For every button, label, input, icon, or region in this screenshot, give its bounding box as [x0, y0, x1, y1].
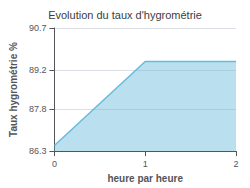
svg-text:87.8: 87.8: [29, 104, 47, 114]
svg-text:86.3: 86.3: [29, 146, 47, 156]
svg-text:heure par heure: heure par heure: [107, 173, 183, 184]
svg-text:2: 2: [233, 159, 238, 169]
svg-text:Taux hygrométrie %: Taux hygrométrie %: [8, 42, 19, 137]
svg-text:1: 1: [143, 159, 148, 169]
svg-text:Evolution du taux d'hygrométri: Evolution du taux d'hygrométrie: [48, 9, 202, 21]
svg-text:90.7: 90.7: [29, 23, 47, 33]
svg-text:0: 0: [52, 159, 57, 169]
svg-text:89.2: 89.2: [29, 65, 47, 75]
